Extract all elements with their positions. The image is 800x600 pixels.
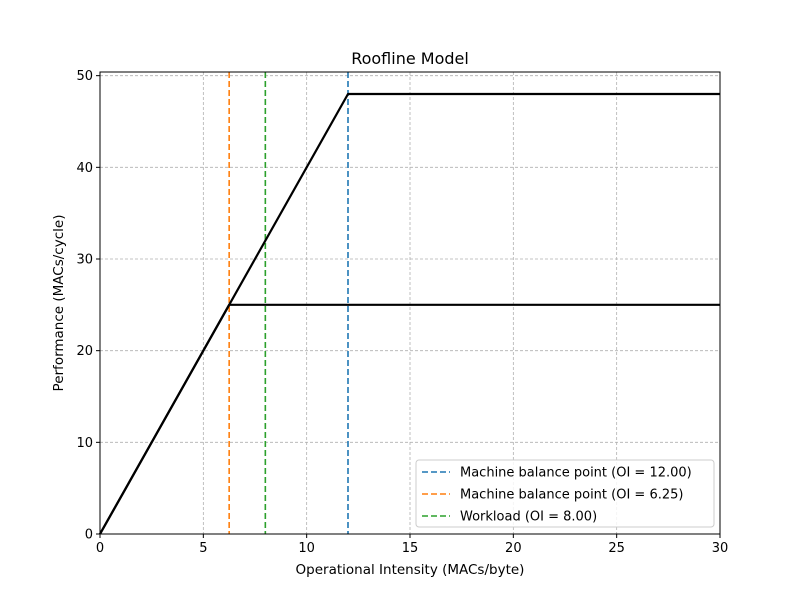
roofline-series-line bbox=[99, 303, 720, 535]
legend: Machine balance point (OI = 12.00) Machin… bbox=[415, 459, 715, 528]
legend-entry: Workload (OI = 8.00) bbox=[460, 510, 597, 525]
y-axis-label: Performance (MACs/cycle) bbox=[51, 215, 67, 392]
y-tick-label: 50 bbox=[76, 69, 93, 84]
x-tick-label: 5 bbox=[199, 541, 207, 556]
y-tick-label: 0 bbox=[85, 528, 93, 543]
y-tick-label: 20 bbox=[76, 344, 93, 359]
y-tick-label: 10 bbox=[76, 436, 93, 451]
x-axis-label: Operational Intensity (MACs/byte) bbox=[296, 562, 525, 578]
legend-entry: Machine balance point (OI = 6.25) bbox=[460, 488, 683, 503]
x-tick-label: 25 bbox=[608, 541, 625, 556]
x-tick-label: 20 bbox=[505, 541, 522, 556]
axis-ticks: 0 5 10 15 20 25 30 0 10 20 30 40 50 bbox=[76, 69, 728, 556]
legend-entry: Machine balance point (OI = 12.00) bbox=[460, 466, 692, 481]
x-tick-label: 30 bbox=[712, 541, 729, 556]
x-tick-label: 10 bbox=[298, 541, 315, 556]
y-tick-label: 40 bbox=[76, 161, 93, 176]
legend-box bbox=[415, 459, 715, 528]
roofline-series bbox=[99, 92, 720, 535]
x-tick-label: 15 bbox=[402, 541, 419, 556]
y-tick-label: 30 bbox=[76, 253, 93, 268]
chart-title: Roofline Model bbox=[351, 49, 469, 68]
x-tick-label: 0 bbox=[96, 541, 104, 556]
